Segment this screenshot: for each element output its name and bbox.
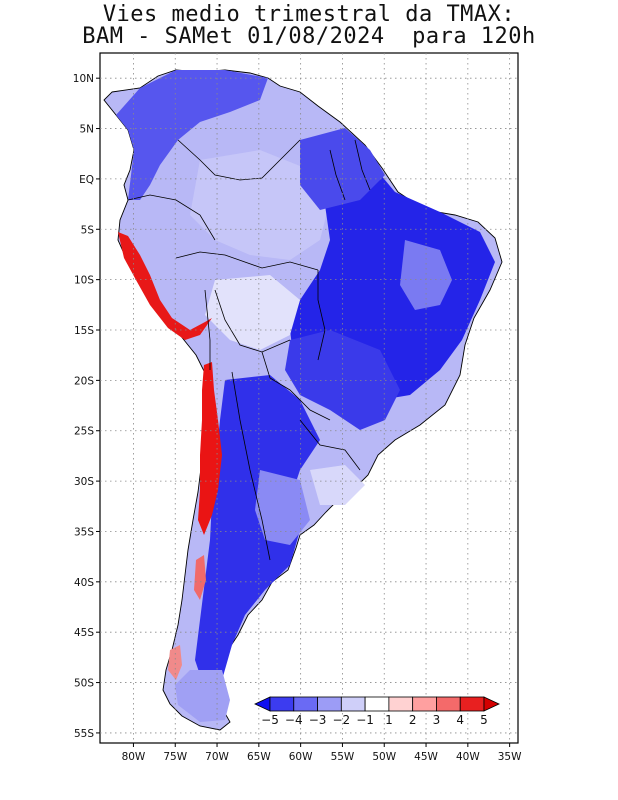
longitude-label: 80W xyxy=(122,751,146,763)
region-north-cold xyxy=(116,70,268,200)
longitude-label: 40W xyxy=(456,751,480,763)
colorbar-box xyxy=(459,696,485,712)
longitude-label: 50W xyxy=(372,751,396,763)
latitude-label: 15S xyxy=(74,325,94,337)
country-borders xyxy=(127,139,371,561)
colorbar-box xyxy=(364,696,390,712)
colorbar-box xyxy=(436,696,461,712)
colorbar-tick-label: 5 xyxy=(480,713,488,727)
region-argentina xyxy=(195,375,320,690)
latitude-label: 25S xyxy=(74,426,94,438)
colorbar-arrow-high xyxy=(483,696,500,712)
region-central-brazil xyxy=(285,330,400,430)
latitude-label: 10S xyxy=(74,275,94,287)
latitude-label: 30S xyxy=(74,476,94,488)
longitude-label: 70W xyxy=(205,751,229,763)
longitude-label: 45W xyxy=(414,751,438,763)
latitude-label: 55S xyxy=(74,728,94,740)
longitude-label: 35W xyxy=(498,751,522,763)
latitude-labels: 10N 5N EQ 5S 10S 15S 20S 25S 30S 35S 40S 45S 50S 55S xyxy=(73,73,95,740)
colorbar-tick-label: 2 xyxy=(409,713,417,727)
colorbar-box xyxy=(269,696,295,712)
colorbar-tick-label: −1 xyxy=(356,713,374,727)
region-uruguay-light xyxy=(310,465,365,505)
latitude-label: 20S xyxy=(74,375,94,387)
latitude-label: EQ xyxy=(79,174,94,186)
colorbar: −5 −4 −3 −2 −1 1 2 3 4 5 xyxy=(254,696,500,727)
colorbar-box xyxy=(340,696,366,712)
warm-southern-chile xyxy=(168,645,182,680)
longitude-labels: 80W 75W 70W 65W 60W 55W 50W 45W 40W 35W xyxy=(122,751,523,763)
latitude-label: 35S xyxy=(74,526,94,538)
map-title-line-1: Vies medio trimestral da TMAX: xyxy=(102,2,516,27)
region-argentina-light xyxy=(255,470,310,545)
region-bolivia-light xyxy=(205,275,300,350)
warm-peru-coast xyxy=(118,232,212,340)
colorbar-tick-label: 4 xyxy=(456,713,464,727)
colorbar-box xyxy=(293,696,318,712)
latitude-label: 5N xyxy=(79,124,94,136)
latitude-label: 50S xyxy=(74,678,94,690)
map-grid xyxy=(96,53,518,747)
latitude-label: 45S xyxy=(74,627,94,639)
region-brazil-light-patch xyxy=(400,240,452,310)
region-amazon xyxy=(190,150,330,260)
longitude-label: 60W xyxy=(289,751,313,763)
longitude-label: 75W xyxy=(163,751,187,763)
longitude-label: 55W xyxy=(331,751,355,763)
latitude-label: 5S xyxy=(81,224,95,236)
latitude-label: 10N xyxy=(73,73,94,85)
warm-chile-patch xyxy=(194,555,206,600)
colorbar-box xyxy=(412,696,437,712)
latitude-label: 40S xyxy=(74,577,94,589)
colorbar-box xyxy=(317,696,342,712)
region-tierra-del-fuego xyxy=(175,670,230,722)
colorbar-box xyxy=(388,696,414,712)
colorbar-tick-label: −4 xyxy=(285,713,303,727)
colorbar-tick-label: 1 xyxy=(385,713,393,727)
warm-chile-andes xyxy=(198,362,222,535)
colorbar-tick-label: −3 xyxy=(309,713,327,727)
colorbar-tick-label: −2 xyxy=(332,713,350,727)
colorbar-tick-label: 3 xyxy=(433,713,441,727)
map-title-line-2: BAM - SAMet 01/08/2024 para 120h xyxy=(82,24,536,49)
colorbar-tick-label: −5 xyxy=(261,713,279,727)
longitude-label: 65W xyxy=(247,751,271,763)
